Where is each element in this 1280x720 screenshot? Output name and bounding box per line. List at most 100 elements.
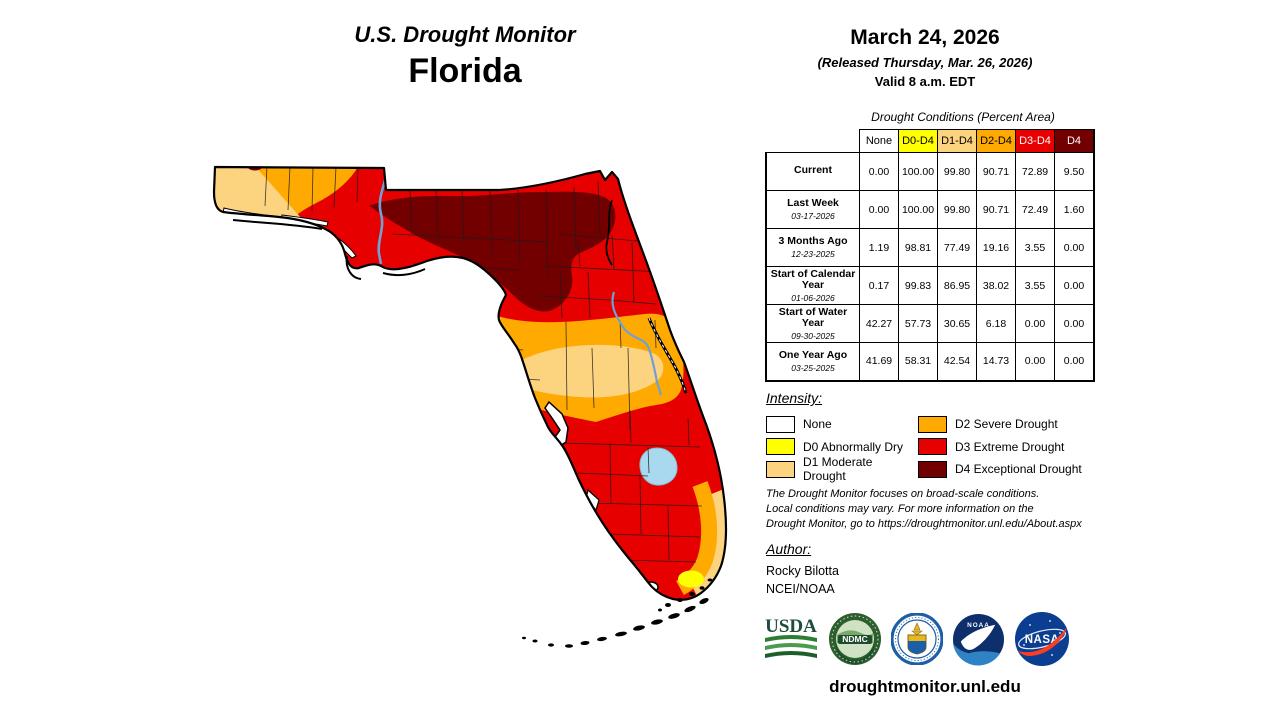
apalachicola-river <box>377 169 390 265</box>
cell-value: 0.00 <box>1054 304 1095 343</box>
cell-value: 0.00 <box>1054 266 1095 305</box>
apalachicola-barrier <box>382 268 426 277</box>
cell-value: 90.71 <box>976 152 1016 191</box>
table-caption: Drought Conditions (Percent Area) <box>871 110 1055 124</box>
noaa-logo: NOAA <box>952 613 1005 666</box>
row-label: Current <box>794 164 832 177</box>
col-header-d1-d4: D1-D4 <box>937 129 977 153</box>
row-date: 09-30-2025 <box>791 330 835 341</box>
cell-value: 42.27 <box>859 304 899 343</box>
none-swatch <box>766 415 795 433</box>
cell-value: 72.49 <box>1015 190 1055 229</box>
cell-value: 0.00 <box>1054 228 1095 267</box>
page-title: U.S. Drought Monitor <box>354 22 576 47</box>
ndmc-logo: NDMC <box>829 613 881 665</box>
region-d0-south <box>678 570 704 588</box>
d0-swatch <box>766 438 795 456</box>
cell-value: 0.00 <box>859 190 899 229</box>
valid-time: Valid 8 a.m. EDT <box>874 74 976 89</box>
cell-value: 98.81 <box>898 228 938 267</box>
cell-value: 0.00 <box>859 152 899 191</box>
d3-swatch <box>918 438 947 456</box>
cell-value: 30.65 <box>937 304 977 343</box>
region-d4-dab <box>248 167 262 171</box>
row-label: 3 Months Ago <box>778 235 848 248</box>
region-d1-se-coast <box>687 488 726 600</box>
legend-item-none: None <box>766 413 918 436</box>
svg-text:NDMC: NDMC <box>842 634 868 644</box>
cell-value: 9.50 <box>1054 152 1095 191</box>
region-d1-central <box>506 344 664 398</box>
row-date: 12-23-2025 <box>791 248 835 259</box>
release-date: (Released Thursday, Mar. 26, 2026) <box>817 55 1033 70</box>
cell-value: 41.69 <box>859 342 899 382</box>
col-header-d3-d4: D3-D4 <box>1015 129 1055 153</box>
col-header-d4: D4 <box>1054 129 1095 153</box>
col-header-none: None <box>859 129 899 153</box>
cell-value: 38.02 <box>976 266 1016 305</box>
site-url: droughtmonitor.unl.edu <box>829 677 1021 696</box>
d4-swatch <box>918 460 947 478</box>
st-johns-river <box>611 291 663 396</box>
agency-logos: USDA NDMC NOAA <box>763 611 1079 667</box>
cell-value: 19.16 <box>976 228 1016 267</box>
legend-item-d4: D4 Exceptional Drought <box>918 458 1082 481</box>
cell-value: 99.80 <box>937 152 977 191</box>
cell-value: 3.55 <box>1015 228 1055 267</box>
cell-value: 99.80 <box>937 190 977 229</box>
state-name: Florida <box>408 52 522 90</box>
cell-value: 100.00 <box>898 152 938 191</box>
table-row: Start of Water Year 09-30-2025 42.27 57.7… <box>765 304 1095 343</box>
date-block: March 24, 2026 (Released Thursday, Mar. … <box>765 26 1085 89</box>
row-label: Start of Calendar Year <box>770 267 856 291</box>
drought-conditions-table: None D0-D4 D1-D4 D2-D4 D3-D4 D4 Current … <box>765 129 1095 382</box>
row-label: One Year Ago <box>778 349 848 361</box>
cell-value: 77.49 <box>937 228 977 267</box>
table-row: 3 Months Ago 12-23-2025 1.19 98.81 77.49 … <box>765 228 1095 267</box>
st-joseph-spit <box>345 255 362 280</box>
disclaimer-note: The Drought Monitor focuses on broad-sca… <box>766 488 1082 530</box>
florida-outline <box>212 165 728 601</box>
cell-value: 99.83 <box>898 266 938 305</box>
cell-value: 14.73 <box>976 342 1016 382</box>
nasa-logo: NASA <box>1015 612 1069 666</box>
commerce-seal-logo <box>891 613 943 665</box>
cell-value: 72.89 <box>1015 152 1055 191</box>
cell-value: 86.95 <box>937 266 977 305</box>
cell-value: 100.00 <box>898 190 938 229</box>
author-heading: Author: <box>766 541 812 557</box>
intensity-legend: Intensity: None D0 Abnormally Dry D1 Mod… <box>766 390 1096 483</box>
cell-value: 1.60 <box>1054 190 1095 229</box>
cell-value: 0.17 <box>859 266 899 305</box>
col-header-d0-d4: D0-D4 <box>898 129 938 153</box>
row-label: Start of Water Year <box>778 305 848 329</box>
cell-value: 3.55 <box>1015 266 1055 305</box>
svg-text:NOAA: NOAA <box>967 621 990 628</box>
row-date: 03-17-2026 <box>791 210 835 221</box>
table-row: Last Week 03-17-2026 0.00 100.00 99.80 90… <box>765 190 1095 229</box>
d2-swatch <box>918 415 947 433</box>
legend-item-d1: D1 Moderate Drought <box>766 455 918 483</box>
map-date: March 24, 2026 <box>850 26 1000 49</box>
d1-swatch <box>766 460 795 478</box>
cell-value: 0.00 <box>1054 342 1095 382</box>
legend-heading: Intensity: <box>766 390 823 406</box>
table-row: One Year Ago 03-25-2025 41.69 58.31 42.54… <box>765 342 1095 382</box>
svg-text:USDA: USDA <box>765 616 817 637</box>
table-row: Start of Calendar Year 01-06-2026 0.17 99… <box>765 266 1095 305</box>
author-org: NCEI/NOAA <box>766 582 835 596</box>
indian-river-lagoon-water <box>648 317 687 394</box>
cell-value: 42.54 <box>937 342 977 382</box>
svg-text:NASA: NASA <box>1025 634 1060 646</box>
jacksonville-river <box>605 199 613 266</box>
cell-value: 6.18 <box>976 304 1016 343</box>
row-label: Last Week <box>787 197 839 210</box>
author-name: Rocky Bilotta <box>766 564 839 578</box>
usda-logo: USDA <box>765 616 817 658</box>
lake-okeechobee <box>639 447 678 486</box>
florida-drought-map <box>212 165 728 648</box>
map-title-block: U.S. Drought Monitor Florida <box>150 22 780 91</box>
table-row: Current 0.00 100.00 99.80 90.71 72.89 9.… <box>765 152 1095 191</box>
legend-item-d0: D0 Abnormally Dry <box>766 436 918 459</box>
col-header-d2-d4: D2-D4 <box>976 129 1016 153</box>
